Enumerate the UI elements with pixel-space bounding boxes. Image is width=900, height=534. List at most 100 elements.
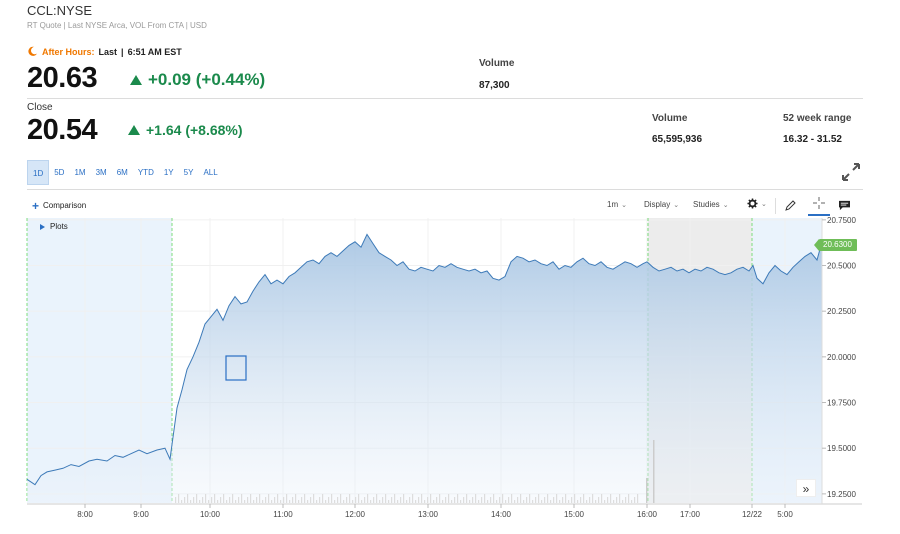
volume-bar xyxy=(451,500,453,503)
range-5y-button[interactable]: 5Y xyxy=(183,168,194,177)
volume-bar xyxy=(535,497,537,503)
volume-bar xyxy=(496,500,498,503)
chart-toolbar: + Comparison 1m ⌄ Display ⌄ Studies ⌄ ⌄ xyxy=(27,196,863,218)
range-selector: 1D 5D 1M 3M 6M YTD 1Y 5Y ALL xyxy=(27,160,223,185)
volume-bar xyxy=(523,500,525,503)
volume-bar xyxy=(475,494,477,503)
last-label: Last xyxy=(98,46,118,57)
volume-bar xyxy=(361,500,363,503)
volume-bar xyxy=(283,497,285,503)
display-dropdown[interactable]: Display ⌄ xyxy=(644,200,679,209)
after-hours-price: 20.63 xyxy=(27,62,98,94)
price-tag-pointer xyxy=(814,239,819,251)
range-1m-button[interactable]: 1M xyxy=(74,168,86,177)
scroll-to-end-button[interactable]: » xyxy=(796,479,816,497)
divider xyxy=(27,98,863,99)
volume-bar xyxy=(382,497,384,503)
volume-bar xyxy=(415,500,417,503)
volume-bar xyxy=(235,500,237,503)
volume-bar xyxy=(301,497,303,503)
volume-bar xyxy=(190,500,192,503)
volume-bar xyxy=(286,494,288,503)
after-hours-change-value: +0.09 (+0.44%) xyxy=(148,70,266,89)
divider xyxy=(27,189,863,190)
volume-bar xyxy=(370,500,372,503)
volume-bar xyxy=(193,497,195,503)
volume-bar xyxy=(412,494,414,503)
comparison-button[interactable]: + Comparison xyxy=(32,198,87,213)
volume-bar xyxy=(241,494,243,503)
volume-bar xyxy=(556,494,558,503)
settings-button[interactable]: ⌄ xyxy=(747,198,767,209)
comment-icon xyxy=(839,200,850,211)
interval-dropdown[interactable]: 1m ⌄ xyxy=(607,200,627,209)
y-tick-label: 20.5000 xyxy=(827,262,856,271)
volume-bar xyxy=(637,494,639,503)
x-tick-label: 16:00 xyxy=(637,510,658,519)
volume-bar xyxy=(646,478,648,503)
range-5d-button[interactable]: 5D xyxy=(54,168,65,177)
volume-bar xyxy=(550,500,552,503)
volume-bar xyxy=(616,497,618,503)
volume-bar xyxy=(409,497,411,503)
x-tick-label: 8:00 xyxy=(77,510,93,519)
ticker-title: CCL:NYSE xyxy=(27,3,93,18)
crosshair-button[interactable] xyxy=(808,196,830,216)
volume-bar xyxy=(250,494,252,503)
volume-bar xyxy=(454,497,456,503)
range-ytd-button[interactable]: YTD xyxy=(137,168,154,177)
draw-button[interactable] xyxy=(784,199,796,217)
volume-bar xyxy=(427,497,429,503)
volume-bar xyxy=(316,500,318,503)
y-tick-label: 19.2500 xyxy=(827,490,856,499)
y-tick-label: 20.0000 xyxy=(827,353,856,362)
volume-bar xyxy=(634,497,636,503)
volume-bar xyxy=(565,494,567,503)
volume-bar xyxy=(577,500,579,503)
chevron-down-icon: ⌄ xyxy=(621,201,627,209)
volume-bar xyxy=(343,500,345,503)
volume-bar xyxy=(214,494,216,503)
volume-bar xyxy=(325,500,327,503)
range-3m-button[interactable]: 3M xyxy=(95,168,107,177)
volume-bar xyxy=(226,500,228,503)
crosshair-icon xyxy=(813,197,825,209)
volume-bar xyxy=(220,497,222,503)
volume-bar xyxy=(388,500,390,503)
volume-bar xyxy=(199,500,201,503)
y-tick-label: 19.7500 xyxy=(827,399,856,408)
volume-bar xyxy=(229,497,231,503)
volume-bar xyxy=(358,494,360,503)
range-1y-button[interactable]: 1Y xyxy=(163,168,174,177)
range-1d-button[interactable]: 1D xyxy=(27,160,50,185)
expand-icon[interactable] xyxy=(840,161,862,183)
comment-button[interactable] xyxy=(838,198,851,216)
range-6m-button[interactable]: 6M xyxy=(116,168,128,177)
volume-bar xyxy=(244,500,246,503)
close-volume-value: 65,595,936 xyxy=(652,134,703,145)
plus-icon: + xyxy=(32,198,40,213)
studies-dropdown[interactable]: Studies ⌄ xyxy=(693,200,729,209)
price-line xyxy=(26,233,823,486)
range-all-button[interactable]: ALL xyxy=(203,168,218,177)
volume-bar xyxy=(340,494,342,503)
comparison-label: Comparison xyxy=(43,201,87,210)
volume-bar xyxy=(511,494,513,503)
volume-bar xyxy=(508,497,510,503)
volume-bar xyxy=(292,497,294,503)
plots-toggle[interactable]: Plots xyxy=(40,222,68,231)
volume-bar xyxy=(184,497,186,503)
volume-bar xyxy=(628,494,630,503)
volume-bar xyxy=(319,497,321,503)
quote-source-line: RT Quote | Last NYSE Arca, VOL From CTA … xyxy=(27,21,207,30)
volume-bar xyxy=(394,494,396,503)
volume-bar xyxy=(178,494,180,503)
volume-bar xyxy=(391,497,393,503)
plots-label: Plots xyxy=(50,222,68,231)
volume-bar xyxy=(175,497,177,503)
interval-label: 1m xyxy=(607,200,619,209)
volume-bar xyxy=(232,494,234,503)
y-tick-label: 20.2500 xyxy=(827,307,856,316)
volume-bar xyxy=(505,500,507,503)
